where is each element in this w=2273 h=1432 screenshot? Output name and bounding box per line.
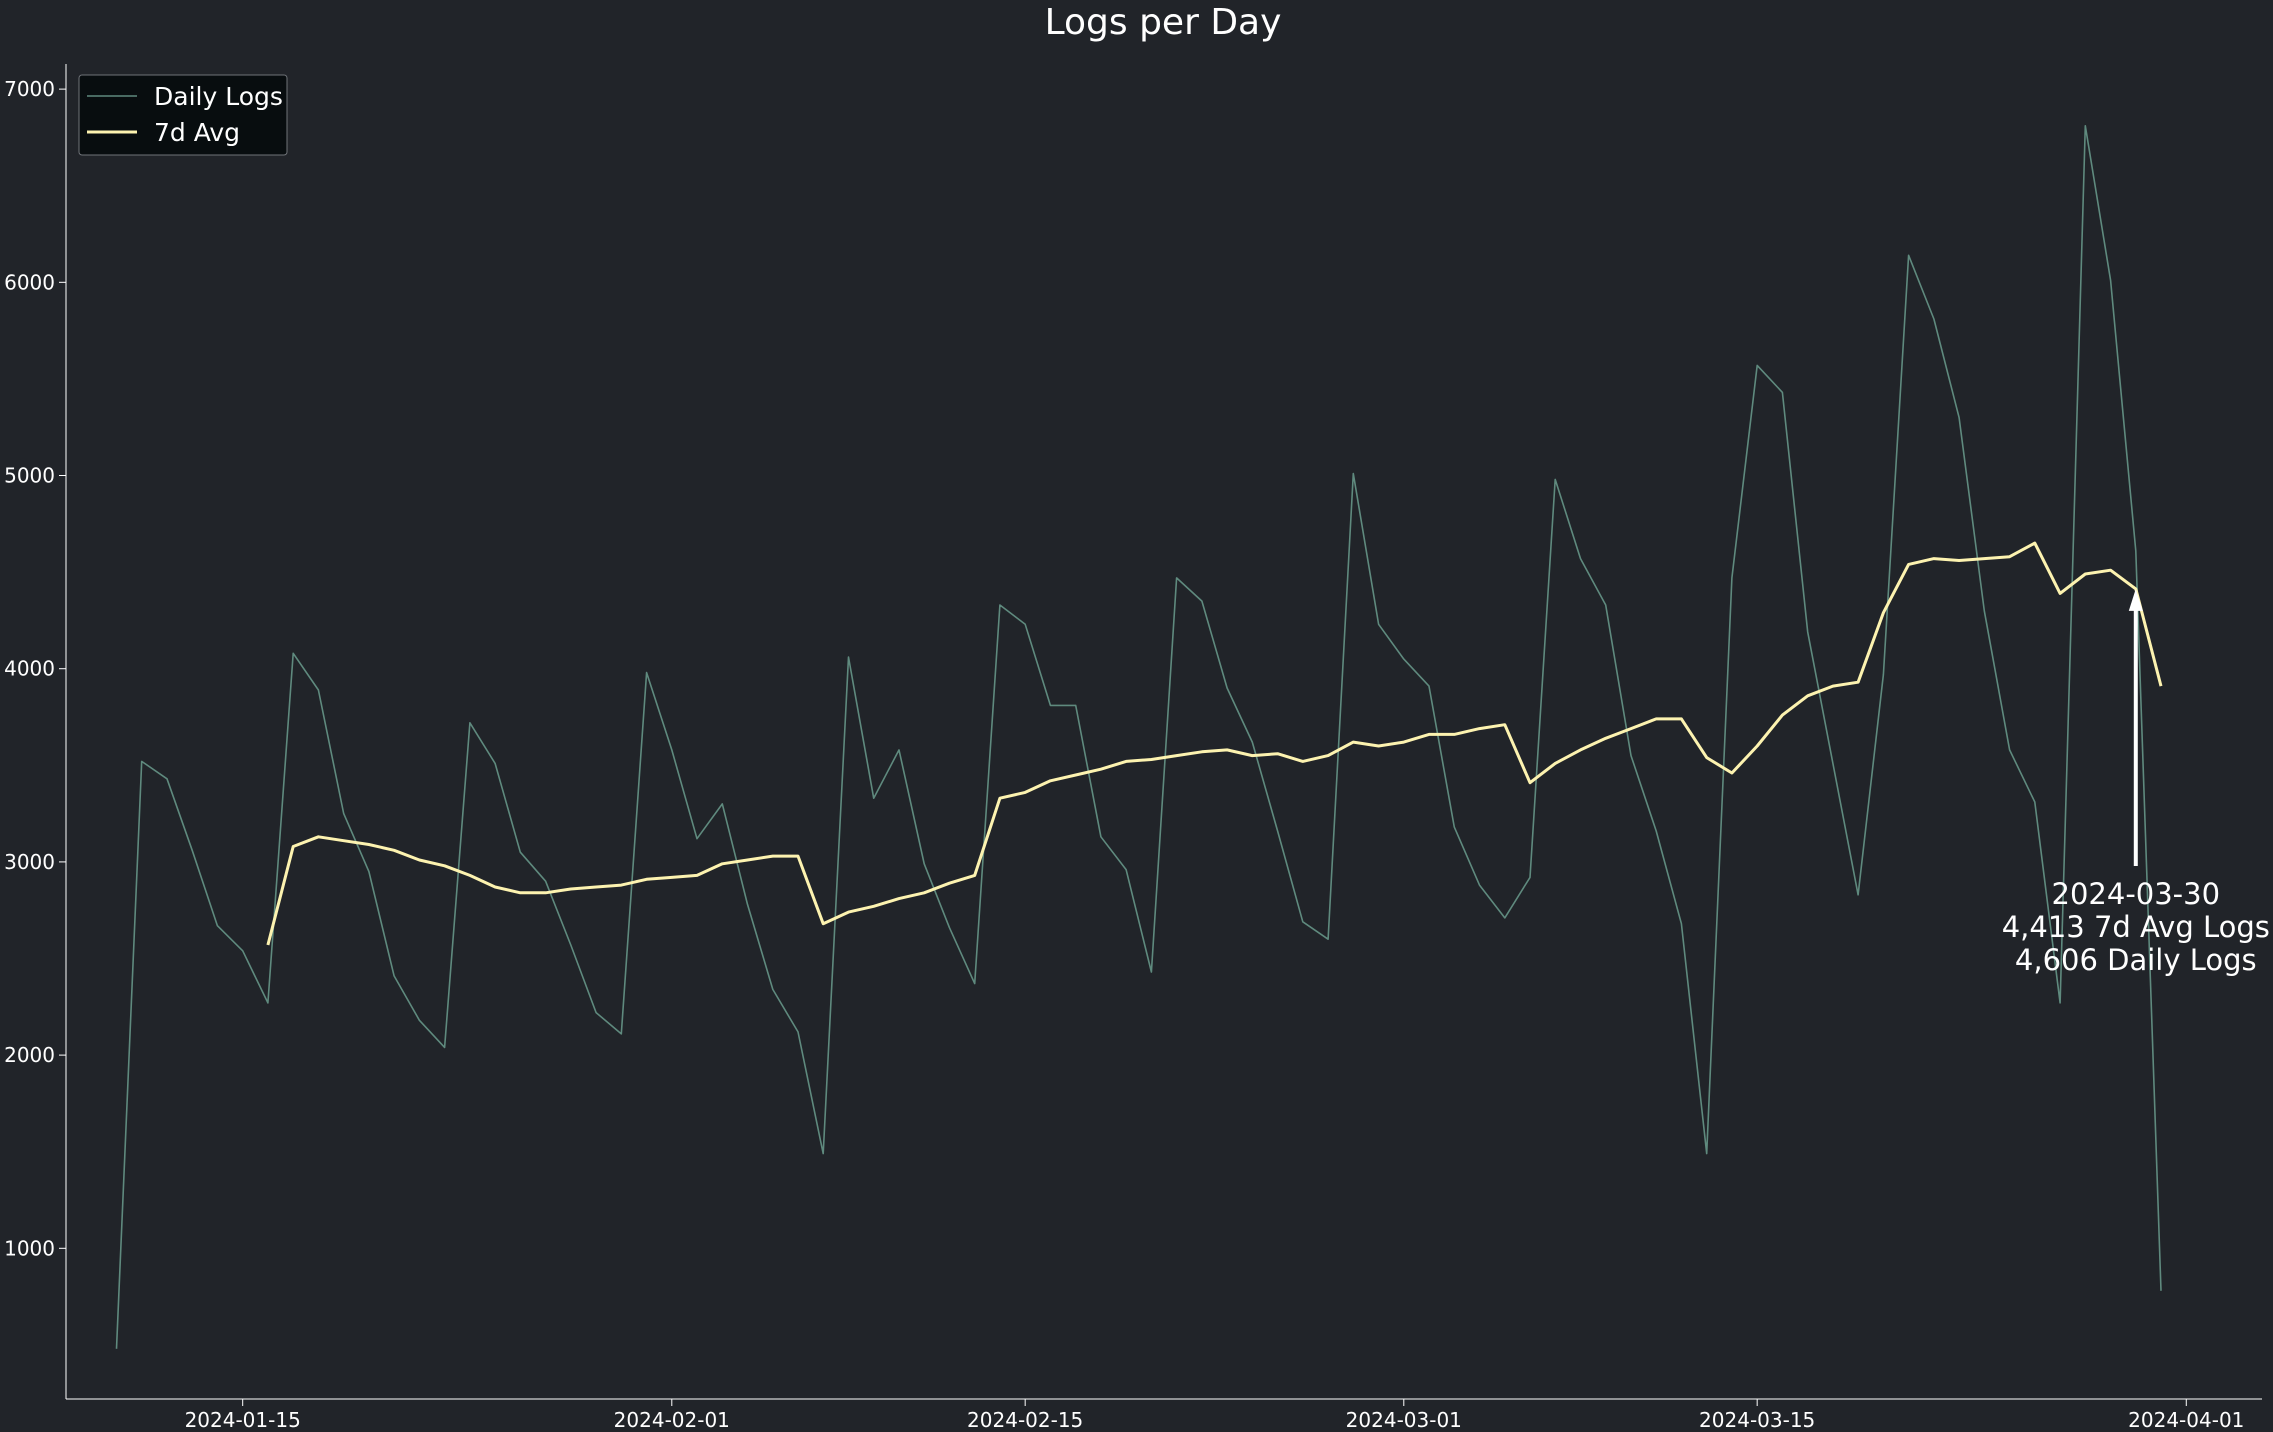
x-tick-label: 2024-03-01 [1346, 1408, 1462, 1432]
x-tick-label: 2024-03-15 [1699, 1408, 1815, 1432]
x-tick-label: 2024-02-01 [614, 1408, 730, 1432]
legend-label: 7d Avg [154, 118, 240, 147]
y-tick-label: 5000 [4, 464, 55, 488]
y-tick-label: 4000 [4, 657, 55, 681]
chart-title: Logs per Day [1045, 2, 1282, 43]
y-tick-label: 7000 [4, 77, 55, 101]
x-tick-label: 2024-01-15 [185, 1408, 301, 1432]
y-tick-label: 6000 [4, 270, 55, 294]
legend-box [78, 74, 288, 156]
annotation-line: 4,606 Daily Logs [2015, 943, 2257, 977]
y-tick-label: 3000 [4, 850, 55, 874]
x-tick-label: 2024-04-01 [2128, 1408, 2244, 1432]
legend-label: Daily Logs [154, 82, 283, 111]
series-layer [115, 125, 2163, 1349]
annotation-line: 2024-03-30 [2052, 877, 2221, 911]
axes: 1000 2000 3000 4000 5000 6000 7000 2024-01-15 20… [4, 64, 2262, 1432]
annotation-line: 4,413 7d Avg Logs [2002, 910, 2270, 944]
series-line-daily-logs [115, 125, 2162, 1349]
series-line-7d-avg [266, 541, 2163, 946]
y-tick-label: 2000 [4, 1043, 55, 1067]
y-tick-label: 1000 [4, 1236, 55, 1260]
x-tick-label: 2024-02-15 [967, 1408, 1083, 1432]
legend: Daily Logs 7d Avg [78, 74, 288, 156]
annotation-arrowhead [2128, 588, 2143, 611]
